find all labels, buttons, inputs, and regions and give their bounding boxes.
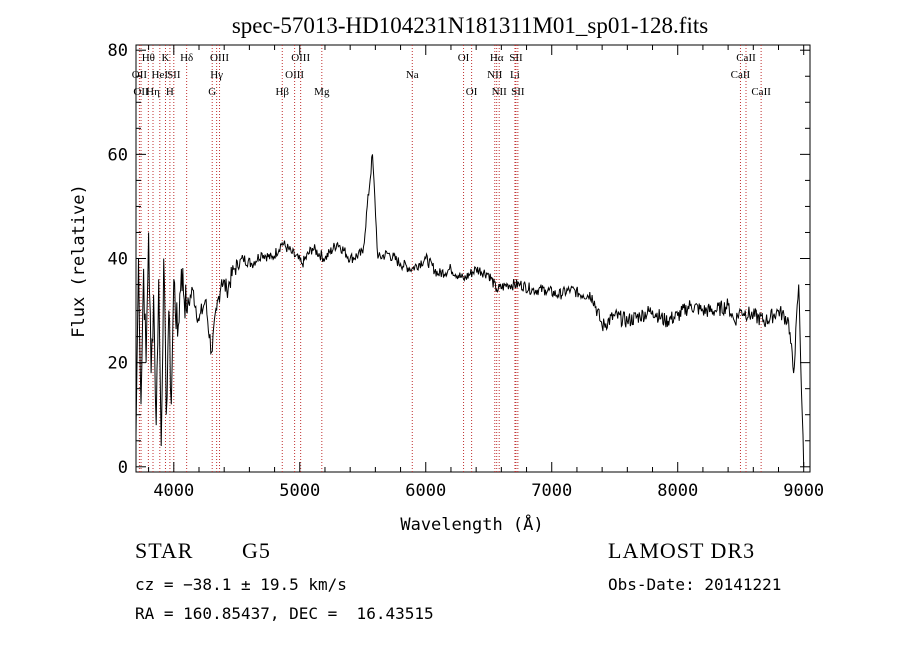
x-tick-label: 4000 — [153, 481, 194, 501]
plot-frame — [135, 44, 811, 473]
spectral-line-label: Hβ — [275, 86, 289, 98]
x-tick-label: 5000 — [279, 481, 320, 501]
plot-area: OII OII Hθ Hη HeI K H SII Hδ G OIII Hγ Hβ OIII OIII Mg N… — [132, 44, 811, 473]
spectral-line-label: Li — [510, 69, 520, 81]
x-tick-label: 8000 — [657, 481, 698, 501]
x-tick-label: 6000 — [405, 481, 446, 501]
y-axis-label: Flux (relative) — [69, 184, 89, 338]
spectral-line-label: K — [162, 52, 170, 64]
spectral-line-label: OII — [133, 86, 149, 98]
spectral-line-label: NII — [492, 86, 508, 98]
spectral-line-label: OIII — [291, 52, 310, 64]
flux-series-line — [135, 154, 805, 467]
spectral-line-label: CaII — [731, 69, 751, 81]
spectral-line-label: SII — [167, 69, 181, 81]
x-axis-label: Wavelength (Å) — [400, 513, 543, 535]
chart-title: spec-57013-HD104231N181311M01_sp01-128.f… — [232, 13, 708, 38]
spectral-line-label: HeI — [152, 69, 169, 81]
spectral-line-label: Hθ — [142, 52, 155, 64]
spectral-line-label: SII — [511, 86, 525, 98]
y-tick-label: 20 — [108, 354, 128, 374]
spectral-line-label: Hγ — [210, 69, 223, 81]
spectral-line-label: OIII — [285, 69, 304, 81]
x-tick-label: 9000 — [783, 481, 824, 501]
spectral-line-label: CaII — [736, 52, 756, 64]
obs-date: Obs-Date: 20141221 — [608, 575, 782, 594]
spectral-line-label: H — [166, 86, 174, 98]
spectral-line-label: OII — [132, 69, 148, 81]
spectral-line-label: NII — [487, 69, 503, 81]
y-tick-label: 80 — [108, 41, 128, 61]
spectral-line-label: OIII — [210, 52, 229, 64]
y-tick-label: 0 — [118, 458, 128, 478]
spectral-line-label: SII — [509, 52, 523, 64]
y-tick-label: 40 — [108, 250, 128, 270]
coordinates: RA = 160.85437, DEC = 16.43515 — [135, 604, 434, 623]
redshift-readout: cz = −38.1 ± 19.5 km/s — [135, 575, 347, 594]
spectral-line-label: CaII — [751, 86, 771, 98]
spectral-line-markers — [138, 45, 762, 472]
spectral-line-label: G — [208, 86, 216, 98]
spectral-line-label: OI — [458, 52, 470, 64]
y-tick-label: 60 — [108, 145, 128, 165]
object-class: STAR — [135, 538, 194, 563]
spectral-line-label: OI — [466, 86, 478, 98]
y-axis: 0 20 40 60 80 — [108, 41, 810, 478]
spectral-line-label: Hη — [146, 86, 160, 98]
x-axis: 4000 5000 6000 7000 8000 9000 — [148, 45, 824, 501]
spectral-line-label: Hδ — [180, 52, 193, 64]
spectral-line-label: Hα — [490, 52, 504, 64]
spectral-line-label: Na — [406, 69, 419, 81]
object-subclass: G5 — [242, 538, 271, 563]
spectral-line-labels: OII OII Hθ Hη HeI K H SII Hδ G OIII Hγ Hβ OIII OIII Mg N… — [132, 52, 771, 98]
spectral-line-label: Mg — [314, 86, 330, 98]
survey-name: LAMOST DR3 — [608, 538, 756, 563]
x-tick-label: 7000 — [531, 481, 572, 501]
